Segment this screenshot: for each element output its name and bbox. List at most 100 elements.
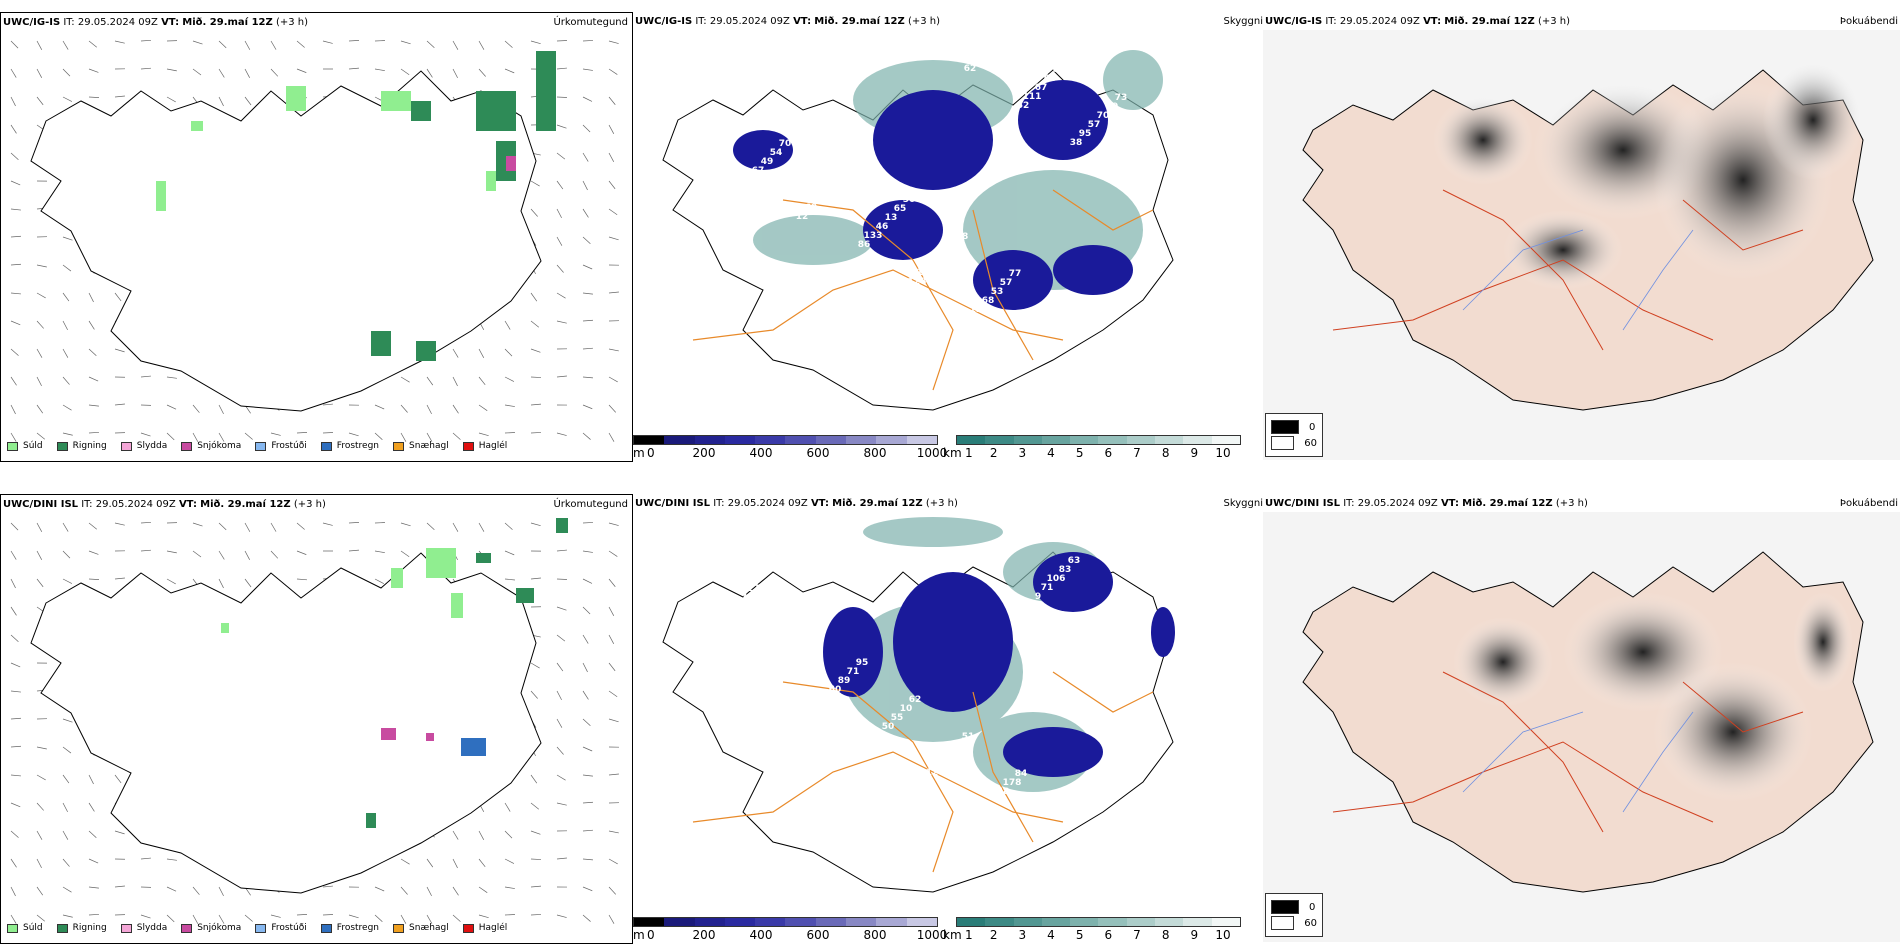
cloudbase-label: 58 bbox=[997, 787, 1010, 797]
colorbar-segment bbox=[906, 918, 937, 926]
cloudbase-label: 12 bbox=[850, 158, 863, 168]
wind-barb bbox=[10, 522, 19, 531]
colorbar-tick: 200 bbox=[692, 446, 716, 460]
cloud-panel-top: UWC/IG-IS IT: 29.05.2024 09Z VT: Mið. 29… bbox=[633, 12, 1263, 462]
wind-barb bbox=[10, 96, 16, 107]
wind-barb bbox=[582, 801, 593, 804]
wind-barb bbox=[270, 40, 277, 50]
wind-barb bbox=[62, 376, 70, 385]
legend-swatch bbox=[7, 441, 18, 451]
wind-barb bbox=[10, 634, 19, 642]
colorbar-segment bbox=[785, 436, 816, 444]
wind-barb bbox=[10, 774, 21, 777]
cloudbase-label: 71 bbox=[1041, 583, 1054, 593]
cloudbase-label: 12 bbox=[926, 768, 939, 778]
wind-barb bbox=[608, 690, 618, 698]
wind-barb bbox=[114, 348, 125, 353]
wind-barb bbox=[582, 662, 588, 673]
wind-barb bbox=[140, 857, 151, 860]
colorbar-segment bbox=[664, 918, 695, 926]
cloudbase-label: 63 bbox=[1068, 556, 1081, 566]
fog-legend-top: 0 60 bbox=[1265, 413, 1323, 457]
colorbar-segment bbox=[634, 918, 665, 926]
wind-barb bbox=[582, 829, 593, 832]
legend-item: Frostúði bbox=[255, 923, 307, 933]
wind-barb bbox=[530, 40, 541, 45]
colorbar-segment bbox=[1211, 436, 1240, 444]
colorbar-tick: 200 bbox=[692, 928, 716, 942]
cloudbase-label: 43 bbox=[938, 250, 951, 260]
wind-barb bbox=[62, 320, 68, 331]
colorbar-tick: 5 bbox=[1075, 928, 1084, 942]
wind-barb bbox=[114, 403, 125, 406]
wind-barb bbox=[478, 348, 485, 358]
wind-barb bbox=[88, 320, 95, 330]
wind-barb bbox=[608, 634, 615, 644]
cloudbase-label: 38 bbox=[947, 241, 960, 251]
cloudbase-label: 94 bbox=[988, 546, 1001, 556]
wind-barb bbox=[62, 774, 70, 784]
cloudbase-label: 66 bbox=[1044, 74, 1057, 84]
colorbar-segment bbox=[1126, 436, 1156, 444]
cloudbase-label: 65 bbox=[894, 204, 907, 214]
wind-barb bbox=[62, 96, 73, 102]
wind-barb bbox=[530, 662, 540, 669]
cloudbase-colorbar bbox=[633, 917, 938, 927]
wind-barb bbox=[556, 802, 567, 806]
wind-barb bbox=[608, 830, 619, 834]
wind-barb bbox=[582, 404, 593, 410]
legend-swatch bbox=[320, 923, 332, 933]
wind-barb bbox=[582, 578, 593, 584]
wind-barb bbox=[218, 96, 224, 107]
wind-barb bbox=[608, 291, 619, 294]
cloud-map: 1752051250787771735855653857816970391343… bbox=[662, 50, 1174, 411]
wind-barb bbox=[374, 550, 385, 554]
wind-barb bbox=[556, 124, 567, 129]
cloudbase-label: 168 bbox=[917, 268, 936, 278]
wind-barb bbox=[582, 376, 593, 379]
wind-barb bbox=[36, 830, 43, 840]
wind-barb bbox=[296, 550, 307, 555]
wind-barb bbox=[400, 550, 410, 558]
wind-barb bbox=[10, 152, 19, 160]
cloudbase-label: 67 bbox=[752, 166, 765, 176]
colorbar-segment bbox=[1098, 436, 1127, 444]
cloudbase-label: 39 bbox=[832, 176, 845, 186]
colorbar-tick: 800 bbox=[863, 446, 887, 460]
legend-item: Snjókoma bbox=[181, 923, 241, 933]
wind-barb bbox=[608, 773, 619, 776]
cloudbase-label: 57 bbox=[1000, 278, 1013, 288]
colorbar-tick: 4 bbox=[1047, 446, 1055, 460]
wind-barb bbox=[608, 208, 618, 216]
wind-barb bbox=[192, 404, 200, 413]
wind-barb bbox=[10, 208, 21, 211]
colorbar-tick: 2 bbox=[989, 446, 998, 460]
wind-barb bbox=[88, 774, 94, 785]
wind-barb bbox=[608, 606, 615, 616]
wind-barb bbox=[296, 432, 308, 434]
legend-item: Frostúði bbox=[255, 441, 307, 451]
wind-barb bbox=[504, 40, 513, 48]
wind-barb bbox=[478, 40, 485, 50]
wind-barb bbox=[88, 858, 99, 864]
legend-item: Haglél bbox=[462, 441, 507, 451]
wind-barb bbox=[504, 802, 511, 812]
wind-barb bbox=[62, 292, 70, 302]
cloudbase-label: 68 bbox=[982, 296, 995, 306]
wind-barb bbox=[478, 830, 485, 840]
legend-swatch bbox=[56, 441, 68, 451]
cloudbase-label: 89 bbox=[838, 676, 851, 686]
cloudbase-label: 33 bbox=[944, 750, 957, 760]
cloudbase-label: 86 bbox=[858, 240, 871, 250]
legend-item: Frostregn bbox=[320, 923, 379, 933]
cloudbase-label: 71 bbox=[1062, 306, 1075, 316]
cloudbase-label: 8 bbox=[746, 175, 752, 185]
wind-barb bbox=[62, 40, 69, 50]
colorbar-tick: 8 bbox=[1161, 928, 1170, 942]
wind-barb bbox=[348, 67, 359, 70]
wind-barb bbox=[478, 68, 486, 77]
wind-barb bbox=[10, 886, 16, 897]
precip-map bbox=[10, 39, 620, 442]
panel-type-label: Skyggni bbox=[1223, 498, 1263, 509]
wind-barb bbox=[452, 886, 459, 896]
